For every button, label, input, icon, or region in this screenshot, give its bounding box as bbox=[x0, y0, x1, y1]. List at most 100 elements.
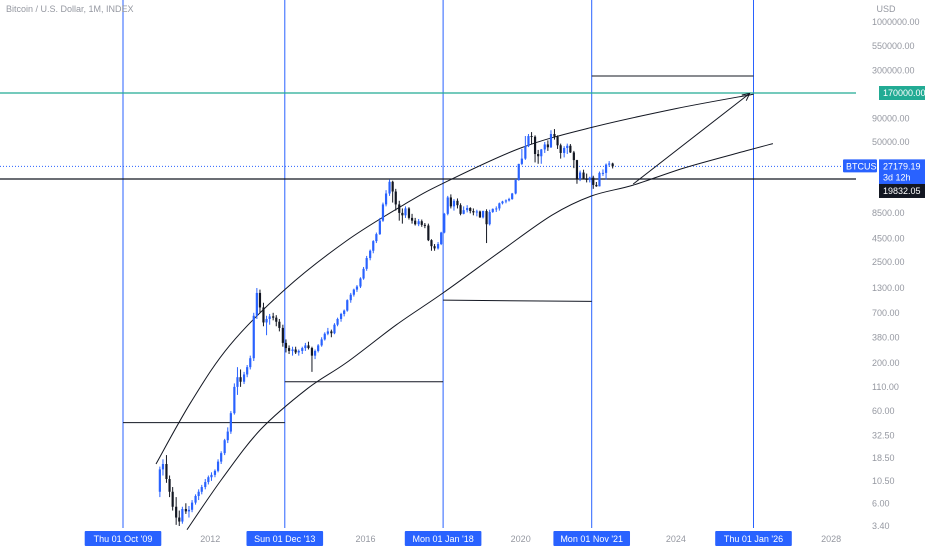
vertical-date-lines bbox=[122, 0, 754, 528]
candle-body bbox=[585, 178, 588, 180]
time-tick-label: 2024 bbox=[666, 534, 686, 544]
horizontal-level-lines bbox=[0, 92, 856, 180]
candle-body bbox=[258, 292, 262, 308]
candle bbox=[498, 202, 501, 211]
candle-body bbox=[575, 160, 579, 179]
candle bbox=[281, 324, 284, 347]
candle-body bbox=[175, 506, 178, 518]
date-tag-bg bbox=[246, 531, 324, 546]
price-tick-label: 200.00 bbox=[872, 358, 900, 368]
candle bbox=[436, 242, 440, 250]
price-tick-label: 90000.00 bbox=[872, 113, 910, 123]
candle-body bbox=[252, 315, 255, 359]
candle bbox=[369, 249, 372, 261]
candle bbox=[410, 213, 414, 224]
candle-body bbox=[359, 278, 362, 287]
time-axis[interactable]: Thu 01 Oct '09 2012 Sun 01 Dec '13 2016 Mon … bbox=[84, 531, 841, 546]
candle bbox=[355, 285, 359, 292]
candle bbox=[582, 169, 585, 180]
candle-body bbox=[410, 217, 414, 221]
candle bbox=[556, 135, 559, 149]
candle-body bbox=[398, 204, 401, 213]
current-price-tag-bg bbox=[879, 159, 925, 185]
candle bbox=[475, 209, 478, 217]
candle bbox=[575, 159, 579, 184]
candle bbox=[578, 170, 582, 182]
candle bbox=[216, 459, 220, 473]
candle bbox=[601, 169, 605, 176]
candle-body bbox=[537, 154, 540, 157]
drawn-segments bbox=[123, 75, 754, 424]
candle-body bbox=[501, 201, 504, 204]
candle-body bbox=[569, 145, 572, 153]
candle bbox=[246, 364, 249, 378]
price-tick-label: 18.50 bbox=[872, 453, 895, 463]
candle-body bbox=[281, 327, 284, 343]
candle-body bbox=[223, 440, 226, 454]
candle bbox=[190, 500, 194, 513]
price-tick-label: 32.50 bbox=[872, 431, 895, 441]
candle-body bbox=[459, 205, 462, 214]
candle-body bbox=[242, 374, 246, 382]
candle bbox=[517, 163, 520, 181]
candle bbox=[301, 346, 304, 355]
candle-body bbox=[200, 487, 203, 492]
candle bbox=[595, 181, 598, 187]
candle-body bbox=[249, 358, 252, 368]
price-axis[interactable]: USD 1000000.00 550000.00 300000.00 90000.00 5… bbox=[872, 4, 920, 531]
candle-body bbox=[210, 474, 213, 478]
price-tick-label: 10.50 bbox=[872, 476, 895, 486]
candle-body bbox=[417, 221, 420, 225]
candle bbox=[220, 451, 223, 465]
price-tick-label: 8500.00 bbox=[872, 208, 905, 218]
projection-arrow bbox=[632, 93, 750, 185]
candle-body bbox=[604, 164, 608, 173]
candle-body bbox=[333, 324, 336, 334]
candle bbox=[533, 135, 537, 163]
candle bbox=[495, 206, 498, 212]
candle bbox=[485, 209, 488, 244]
candle-body bbox=[472, 211, 475, 213]
candle-body bbox=[553, 134, 556, 137]
candle bbox=[569, 144, 572, 153]
candle-body bbox=[462, 210, 465, 214]
candle-body bbox=[514, 180, 517, 194]
level-tag-label: 170000.00 bbox=[883, 88, 926, 98]
candle bbox=[459, 203, 462, 216]
price-tick-label: 60.00 bbox=[872, 406, 895, 416]
candle bbox=[294, 346, 297, 355]
candle-body bbox=[475, 211, 478, 213]
candle-body bbox=[310, 348, 314, 356]
price-tick-label: 110.00 bbox=[872, 382, 899, 392]
time-tick-label: 2020 bbox=[511, 534, 531, 544]
candle bbox=[213, 469, 217, 478]
candle-body bbox=[520, 158, 523, 164]
candle bbox=[165, 455, 168, 483]
candle bbox=[239, 369, 242, 387]
candle bbox=[310, 346, 314, 372]
candle bbox=[323, 332, 326, 341]
candle bbox=[537, 149, 540, 164]
candle-body bbox=[346, 300, 349, 311]
candle-body bbox=[355, 286, 359, 290]
candle bbox=[378, 217, 381, 235]
candle bbox=[175, 497, 178, 525]
candle-body bbox=[323, 333, 326, 340]
candle bbox=[404, 206, 407, 218]
candle-body bbox=[239, 377, 242, 382]
candle bbox=[549, 130, 553, 149]
candle bbox=[423, 223, 426, 229]
price-tick-label: 2500.00 bbox=[872, 257, 905, 267]
candle bbox=[604, 163, 608, 180]
candle bbox=[478, 210, 482, 218]
candle bbox=[481, 210, 485, 219]
candle bbox=[588, 176, 591, 183]
candle-body bbox=[272, 316, 275, 318]
candle bbox=[372, 240, 375, 254]
candle-body bbox=[407, 208, 411, 218]
candle bbox=[181, 506, 184, 524]
candle bbox=[546, 140, 549, 151]
candle-body bbox=[171, 491, 174, 507]
